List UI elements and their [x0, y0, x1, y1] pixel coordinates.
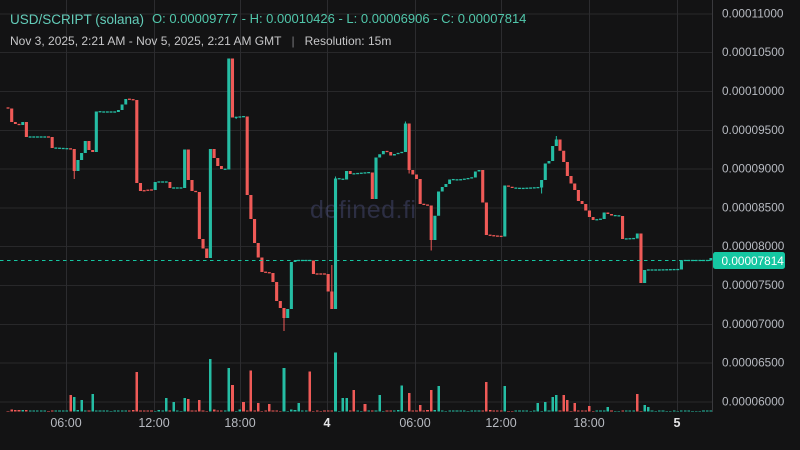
svg-text:O: 0.00009777 - H: 0.00010426: O: 0.00009777 - H: 0.00010426 - L: 0.000… — [152, 11, 526, 26]
svg-text:18:00: 18:00 — [224, 416, 255, 430]
svg-text:0.00007814: 0.00007814 — [722, 254, 785, 268]
svg-text:0.00008000: 0.00008000 — [722, 239, 785, 253]
svg-text:12:00: 12:00 — [485, 416, 516, 430]
svg-text:06:00: 06:00 — [50, 416, 81, 430]
svg-text:defined.fi: defined.fi — [310, 196, 416, 224]
svg-text:0.00008500: 0.00008500 — [722, 200, 785, 214]
svg-text:USD/SCRIPT (solana): USD/SCRIPT (solana) — [10, 12, 144, 27]
svg-text:0.00007000: 0.00007000 — [722, 317, 785, 331]
svg-text:0.00009500: 0.00009500 — [722, 123, 785, 137]
svg-text:0.00006000: 0.00006000 — [722, 394, 785, 408]
svg-text:0.00006500: 0.00006500 — [722, 356, 785, 370]
svg-text:0.00007500: 0.00007500 — [722, 278, 785, 292]
svg-text:0.00010500: 0.00010500 — [722, 45, 785, 59]
svg-text:Nov 3, 2025, 2:21 AM - Nov 5,: Nov 3, 2025, 2:21 AM - Nov 5, 2025, 2:21… — [10, 34, 391, 48]
svg-text:06:00: 06:00 — [399, 416, 430, 430]
svg-text:4: 4 — [324, 416, 331, 430]
svg-text:12:00: 12:00 — [138, 416, 169, 430]
svg-text:18:00: 18:00 — [573, 416, 604, 430]
svg-text:0.00009000: 0.00009000 — [722, 162, 785, 176]
svg-text:0.00011000: 0.00011000 — [722, 6, 784, 20]
svg-text:5: 5 — [674, 416, 681, 430]
svg-text:0.00010000: 0.00010000 — [722, 84, 785, 98]
